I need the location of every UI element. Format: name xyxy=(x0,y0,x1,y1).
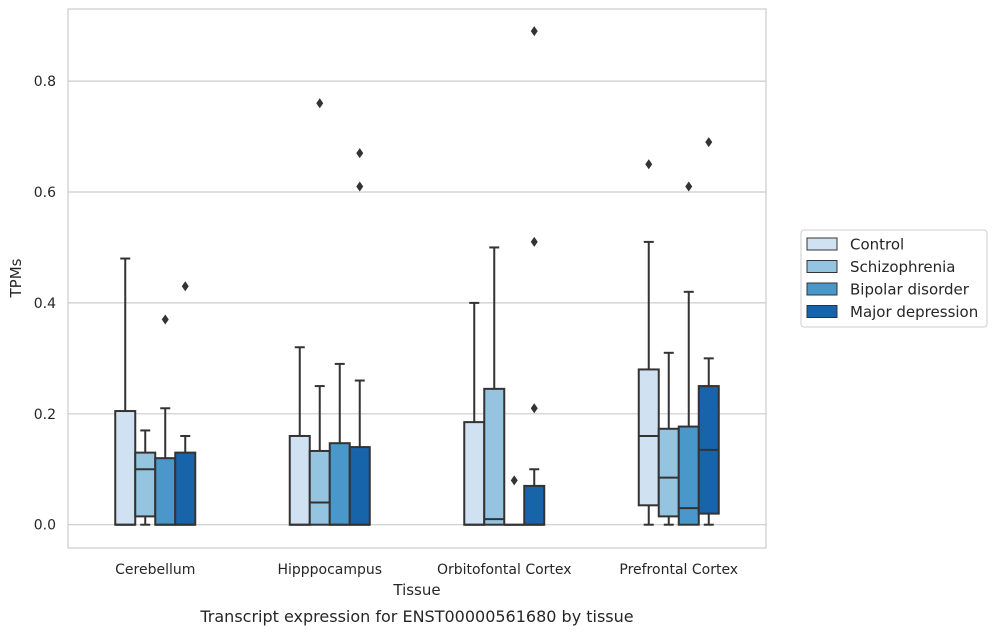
box-group xyxy=(114,257,137,526)
outlier-point xyxy=(705,137,713,148)
legend: Control Schizophrenia Bipolar disorder Majo… xyxy=(800,229,988,328)
legend-swatch xyxy=(806,305,838,318)
outlier-point xyxy=(530,26,538,37)
legend-swatch xyxy=(806,237,838,251)
outlier-point xyxy=(510,475,518,486)
box xyxy=(463,421,486,526)
y-tick-labels: 0.0 0.2 0.4 0.6 0.8 xyxy=(34,74,56,534)
plot-frame xyxy=(67,8,767,549)
y-tick-label: 0.8 xyxy=(34,74,56,90)
box-group xyxy=(463,301,486,526)
box-group xyxy=(504,475,525,526)
legend-swatch xyxy=(806,260,838,273)
x-axis-label: Tissue xyxy=(392,581,440,599)
x-tick-labels: Cerebellum Hipppocampus Orbitofontal Corte… xyxy=(115,562,738,578)
outlier-point xyxy=(530,403,538,414)
box xyxy=(174,451,197,526)
box-group xyxy=(328,362,351,526)
box xyxy=(308,449,331,526)
box xyxy=(637,368,660,507)
legend-frame xyxy=(800,229,988,328)
box xyxy=(657,427,680,518)
outlier-point xyxy=(530,236,538,247)
legend-label: Major depression xyxy=(850,303,978,321)
box xyxy=(154,457,177,526)
legend-swatch xyxy=(806,282,838,296)
x-tick-label: Orbitofontal Cortex xyxy=(437,562,572,578)
box-group xyxy=(483,246,506,526)
outlier-point xyxy=(316,98,324,109)
legend-label: Control xyxy=(850,236,904,254)
box xyxy=(348,446,371,526)
box xyxy=(134,451,157,518)
box xyxy=(483,387,506,526)
y-tick-label: 0.6 xyxy=(34,185,56,201)
box xyxy=(114,410,137,526)
outlier-point xyxy=(356,148,364,159)
x-tick-label: Cerebellum xyxy=(115,562,195,578)
box xyxy=(677,425,700,526)
outlier-point xyxy=(161,314,169,325)
box xyxy=(328,442,351,526)
box-group xyxy=(174,281,197,526)
box-group xyxy=(677,181,700,526)
y-tick-label: 0.2 xyxy=(34,407,56,423)
outlier-point xyxy=(685,181,693,192)
box xyxy=(288,434,311,526)
y-tick-label: 0.4 xyxy=(34,296,56,312)
box-groups xyxy=(114,26,720,526)
box-group xyxy=(523,26,546,526)
box-group xyxy=(697,137,720,526)
chart-caption: Transcript expression for ENST0000056168… xyxy=(199,607,633,626)
legend-label: Schizophrenia xyxy=(850,258,955,276)
legend-label: Bipolar disorder xyxy=(850,281,970,299)
x-tick-label: Hipppocampus xyxy=(277,562,382,578)
box-group xyxy=(348,148,371,526)
box-group xyxy=(288,346,311,526)
y-tick-label: 0.0 xyxy=(34,518,56,534)
box xyxy=(523,484,546,526)
y-axis-label: TPMs xyxy=(7,258,25,298)
outlier-point xyxy=(181,281,189,292)
x-tick-label: Prefrontal Cortex xyxy=(619,562,738,578)
outlier-point xyxy=(356,181,364,192)
outlier-point xyxy=(645,159,653,170)
